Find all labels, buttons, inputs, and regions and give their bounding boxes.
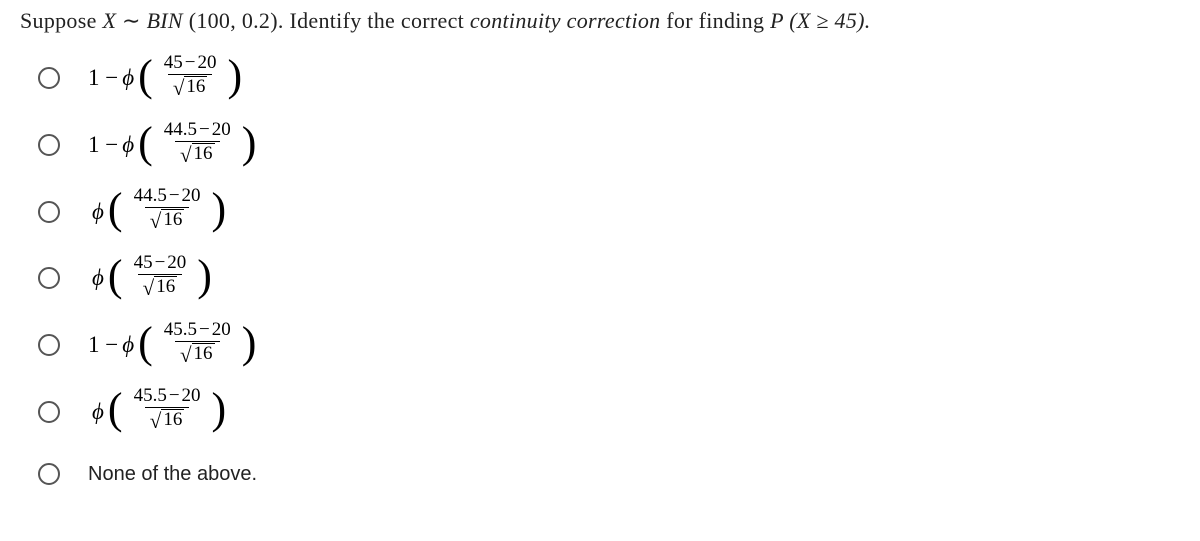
sqrt: √16 <box>173 76 208 98</box>
q-tilde: ∼ <box>116 8 146 33</box>
paren-close: ) <box>197 261 212 292</box>
option-1-formula: 1 − ϕ ( 45−20 √16 ) <box>88 54 242 103</box>
option-3[interactable]: ϕ ( 44.5−20 √16 ) <box>38 187 1180 236</box>
sqrt: √16 <box>180 143 215 165</box>
radio-icon[interactable] <box>38 334 60 356</box>
numerator: 45−20 <box>129 252 192 274</box>
paren-close: ) <box>212 394 227 425</box>
paren-open: ( <box>108 394 123 425</box>
phi-symbol: ϕ <box>122 332 134 358</box>
option-2-formula: 1 − ϕ ( 44.5−20 √16 ) <box>88 121 256 170</box>
paren-close: ) <box>242 328 257 359</box>
option-5-formula: 1 − ϕ ( 45.5−20 √16 ) <box>88 321 256 370</box>
denominator: √16 <box>145 407 190 434</box>
fraction: 44.5−20 √16 <box>129 185 206 234</box>
numerator: 45−20 <box>159 52 222 74</box>
denominator: √16 <box>175 141 220 168</box>
option-5[interactable]: 1 − ϕ ( 45.5−20 √16 ) <box>38 321 1180 370</box>
phi-symbol: ϕ <box>122 65 134 91</box>
denominator: √16 <box>168 74 213 101</box>
radio-icon[interactable] <box>38 401 60 423</box>
option-4-formula: ϕ ( 45−20 √16 ) <box>88 254 212 303</box>
fraction: 45−20 √16 <box>129 252 192 301</box>
q-pvar: P <box>770 8 783 33</box>
q-pexpr: (X ≥ 45). <box>783 8 870 33</box>
option-6[interactable]: ϕ ( 45.5−20 √16 ) <box>38 387 1180 436</box>
fraction: 45.5−20 √16 <box>129 385 206 434</box>
phi-symbol: ϕ <box>92 199 104 225</box>
q-params: (100, 0.2). <box>183 8 290 33</box>
fraction: 45.5−20 √16 <box>159 319 236 368</box>
denominator: √16 <box>138 274 183 301</box>
q-dist: BIN <box>147 8 183 33</box>
radio-icon[interactable] <box>38 201 60 223</box>
prefix: 1 − <box>88 332 118 358</box>
numerator: 44.5−20 <box>159 119 236 141</box>
question-text: Suppose X ∼ BIN (100, 0.2). Identify the… <box>20 8 1180 34</box>
fraction: 45−20 √16 <box>159 52 222 101</box>
q-var: X <box>102 8 116 33</box>
phi-symbol: ϕ <box>92 265 104 291</box>
denominator: √16 <box>175 341 220 368</box>
q-prefix: Suppose <box>20 8 102 33</box>
option-3-formula: ϕ ( 44.5−20 √16 ) <box>88 187 226 236</box>
radio-icon[interactable] <box>38 67 60 89</box>
option-1[interactable]: 1 − ϕ ( 45−20 √16 ) <box>38 54 1180 103</box>
denominator: √16 <box>145 207 190 234</box>
option-6-formula: ϕ ( 45.5−20 √16 ) <box>88 387 226 436</box>
sqrt: √16 <box>143 276 178 298</box>
numerator: 45.5−20 <box>129 385 206 407</box>
paren-close: ) <box>242 128 257 159</box>
option-7-text: None of the above. <box>88 463 257 486</box>
q-ital: continuity correction <box>470 8 661 33</box>
numerator: 44.5−20 <box>129 185 206 207</box>
q-mid: Identify the correct <box>289 8 469 33</box>
option-7[interactable]: None of the above. <box>38 454 1180 494</box>
q-suffix1: for finding <box>660 8 770 33</box>
option-2[interactable]: 1 − ϕ ( 44.5−20 √16 ) <box>38 121 1180 170</box>
prefix: 1 − <box>88 65 118 91</box>
phi-symbol: ϕ <box>92 399 104 425</box>
fraction: 44.5−20 √16 <box>159 119 236 168</box>
paren-close: ) <box>212 194 227 225</box>
paren-open: ( <box>138 128 153 159</box>
paren-close: ) <box>228 61 243 92</box>
phi-symbol: ϕ <box>122 132 134 158</box>
numerator: 45.5−20 <box>159 319 236 341</box>
prefix: 1 − <box>88 132 118 158</box>
paren-open: ( <box>138 328 153 359</box>
radio-icon[interactable] <box>38 267 60 289</box>
sqrt: √16 <box>150 209 185 231</box>
sqrt: √16 <box>180 343 215 365</box>
paren-open: ( <box>138 61 153 92</box>
options-group: 1 − ϕ ( 45−20 √16 ) 1 − ϕ ( 44.5−20 √16 … <box>20 54 1180 494</box>
sqrt: √16 <box>150 409 185 431</box>
radio-icon[interactable] <box>38 463 60 485</box>
option-4[interactable]: ϕ ( 45−20 √16 ) <box>38 254 1180 303</box>
paren-open: ( <box>108 194 123 225</box>
paren-open: ( <box>108 261 123 292</box>
radio-icon[interactable] <box>38 134 60 156</box>
